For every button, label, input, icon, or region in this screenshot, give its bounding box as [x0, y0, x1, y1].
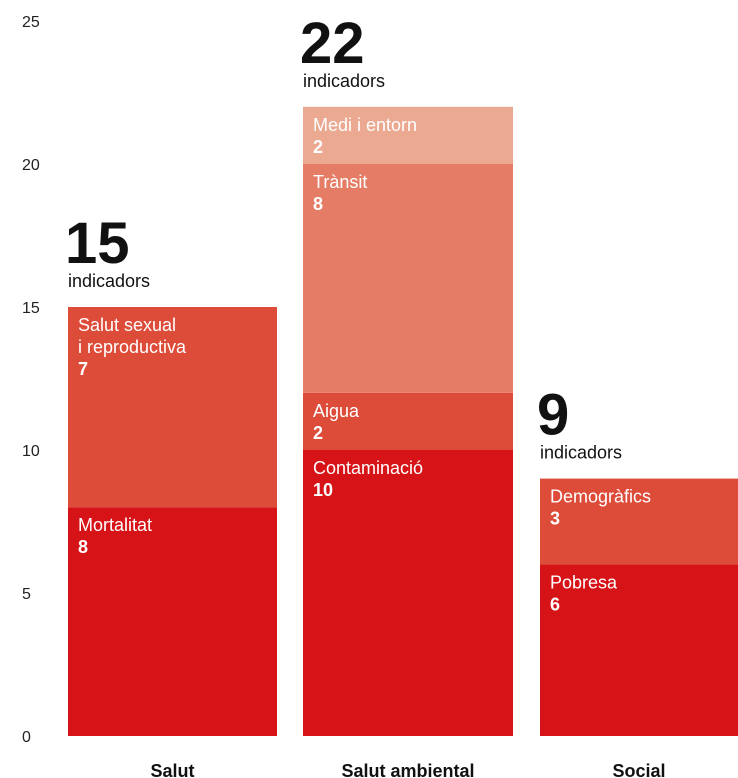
bar-total-unit: indicadors — [68, 271, 150, 291]
x-category-label: Salut ambiental — [341, 761, 474, 778]
bar-total-unit: indicadors — [540, 443, 622, 463]
segment-value: 3 — [550, 509, 560, 529]
segment-value: 2 — [313, 137, 323, 157]
segment-value: 8 — [78, 537, 88, 557]
bar-segment — [303, 164, 513, 393]
bar-total-value: 9 — [537, 383, 569, 448]
bar-segment — [303, 450, 513, 736]
segment-label: Trànsit — [313, 172, 367, 192]
bar-total-unit: indicadors — [303, 71, 385, 91]
x-category-label: Social — [612, 761, 665, 778]
x-axis: Salut Salut ambiental Social — [150, 761, 665, 778]
segment-label: Contaminació — [313, 458, 423, 478]
segment-label: Medi i entorn — [313, 115, 417, 135]
y-tick-label: 5 — [22, 586, 31, 603]
bar-total-value: 22 — [300, 11, 365, 76]
y-tick-label: 0 — [22, 729, 31, 746]
segment-value: 10 — [313, 480, 333, 500]
bar-segment — [68, 307, 277, 508]
bar-segment — [540, 564, 738, 736]
segment-label: Salut sexual — [78, 315, 176, 335]
y-tick-label: 15 — [22, 300, 40, 317]
y-tick-label: 10 — [22, 443, 40, 460]
bar-total-value: 15 — [65, 211, 130, 276]
segment-label: i reproductiva — [78, 337, 187, 357]
segment-value: 8 — [313, 194, 323, 214]
segment-label: Mortalitat — [78, 515, 152, 535]
bar-segment — [540, 478, 738, 565]
x-category-label: Salut — [150, 761, 194, 778]
bar-segment — [68, 507, 277, 736]
segment-label: Aigua — [313, 401, 360, 421]
segment-label: Demogràfics — [550, 487, 651, 507]
segment-value: 2 — [313, 423, 323, 443]
y-axis: 0 5 10 15 20 25 — [22, 14, 40, 746]
segment-value: 7 — [78, 359, 88, 379]
y-tick-label: 25 — [22, 14, 40, 31]
bar-segment — [303, 392, 513, 450]
bar-segment — [303, 106, 513, 164]
segment-value: 6 — [550, 594, 560, 614]
y-tick-label: 20 — [22, 157, 40, 174]
segment-label: Pobresa — [550, 572, 618, 592]
